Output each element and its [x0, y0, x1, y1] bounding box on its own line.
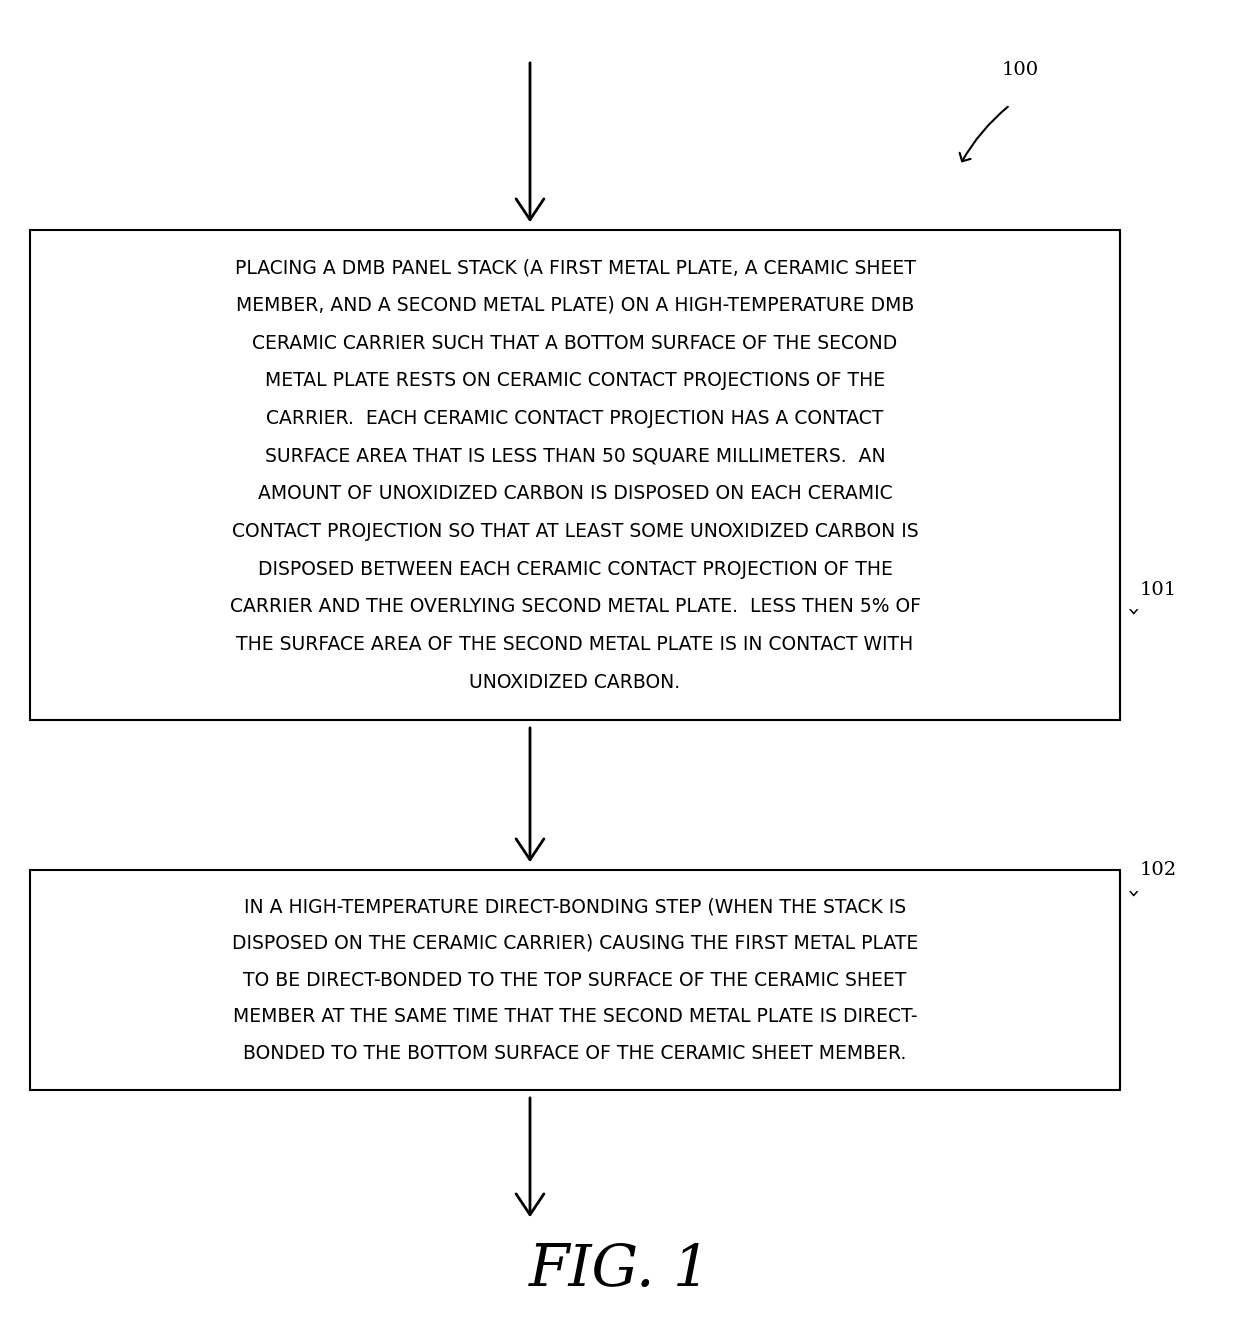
Bar [30, 871, 1120, 1089]
Text: TO BE DIRECT-BONDED TO THE TOP SURFACE OF THE CERAMIC SHEET: TO BE DIRECT-BONDED TO THE TOP SURFACE O… [243, 971, 906, 989]
Text: ‹: ‹ [1123, 605, 1143, 615]
Text: FIG. 1: FIG. 1 [529, 1241, 711, 1298]
Text: 102: 102 [1140, 861, 1177, 878]
Text: MEMBER AT THE SAME TIME THAT THE SECOND METAL PLATE IS DIRECT-: MEMBER AT THE SAME TIME THAT THE SECOND … [233, 1008, 918, 1026]
Text: METAL PLATE RESTS ON CERAMIC CONTACT PROJECTIONS OF THE: METAL PLATE RESTS ON CERAMIC CONTACT PRO… [265, 371, 885, 390]
Text: PLACING A DMB PANEL STACK (A FIRST METAL PLATE, A CERAMIC SHEET: PLACING A DMB PANEL STACK (A FIRST METAL… [234, 259, 915, 277]
Text: DISPOSED BETWEEN EACH CERAMIC CONTACT PROJECTION OF THE: DISPOSED BETWEEN EACH CERAMIC CONTACT PR… [258, 559, 893, 579]
Text: BONDED TO THE BOTTOM SURFACE OF THE CERAMIC SHEET MEMBER.: BONDED TO THE BOTTOM SURFACE OF THE CERA… [243, 1043, 906, 1063]
Text: THE SURFACE AREA OF THE SECOND METAL PLATE IS IN CONTACT WITH: THE SURFACE AREA OF THE SECOND METAL PLA… [237, 636, 914, 654]
Text: SURFACE AREA THAT IS LESS THAN 50 SQUARE MILLIMETERS.  AN: SURFACE AREA THAT IS LESS THAN 50 SQUARE… [264, 447, 885, 466]
Text: DISPOSED ON THE CERAMIC CARRIER) CAUSING THE FIRST METAL PLATE: DISPOSED ON THE CERAMIC CARRIER) CAUSING… [232, 934, 918, 952]
Text: CARRIER AND THE OVERLYING SECOND METAL PLATE.  LESS THEN 5% OF: CARRIER AND THE OVERLYING SECOND METAL P… [229, 598, 920, 616]
Text: MEMBER, AND A SECOND METAL PLATE) ON A HIGH-TEMPERATURE DMB: MEMBER, AND A SECOND METAL PLATE) ON A H… [236, 295, 914, 315]
Text: CONTACT PROJECTION SO THAT AT LEAST SOME UNOXIDIZED CARBON IS: CONTACT PROJECTION SO THAT AT LEAST SOME… [232, 522, 919, 541]
Text: CARRIER.  EACH CERAMIC CONTACT PROJECTION HAS A CONTACT: CARRIER. EACH CERAMIC CONTACT PROJECTION… [267, 409, 884, 427]
Text: UNOXIDIZED CARBON.: UNOXIDIZED CARBON. [470, 673, 681, 691]
Text: ‹: ‹ [1123, 888, 1143, 897]
Bar [30, 230, 1120, 720]
Text: 101: 101 [1140, 580, 1177, 599]
Text: IN A HIGH-TEMPERATURE DIRECT-BONDING STEP (WHEN THE STACK IS: IN A HIGH-TEMPERATURE DIRECT-BONDING STE… [244, 897, 906, 917]
Text: 100: 100 [1002, 61, 1039, 79]
Text: AMOUNT OF UNOXIDIZED CARBON IS DISPOSED ON EACH CERAMIC: AMOUNT OF UNOXIDIZED CARBON IS DISPOSED … [258, 484, 893, 504]
Text: CERAMIC CARRIER SUCH THAT A BOTTOM SURFACE OF THE SECOND: CERAMIC CARRIER SUCH THAT A BOTTOM SURFA… [253, 334, 898, 352]
